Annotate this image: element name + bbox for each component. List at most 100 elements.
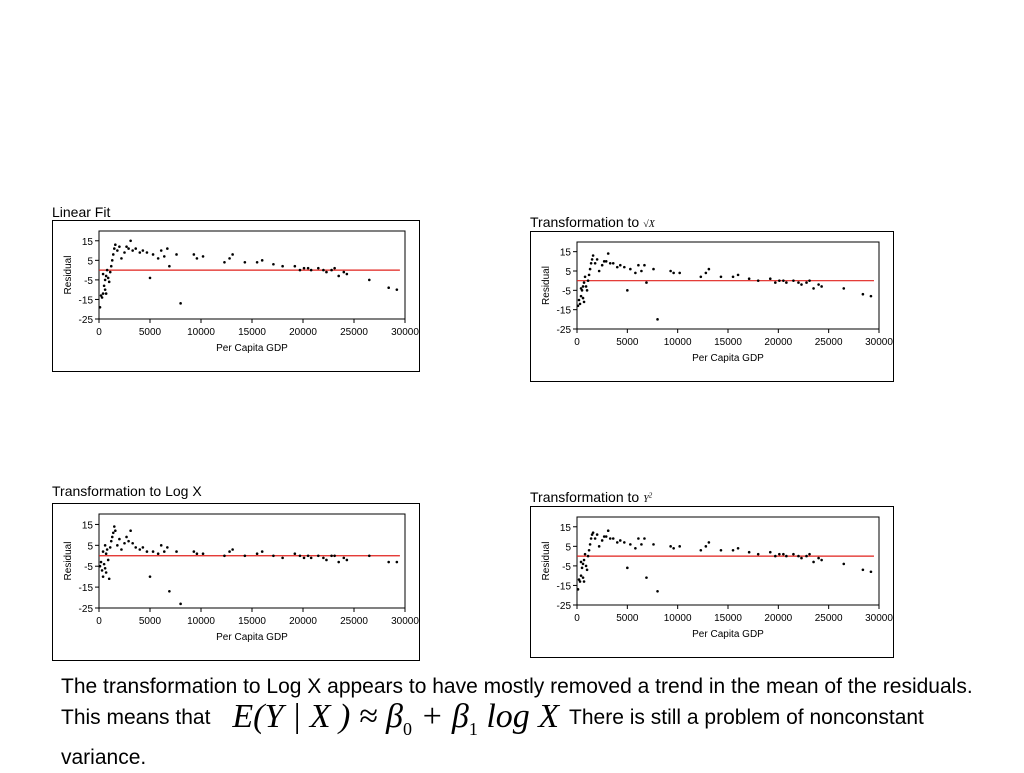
chart-panel-ysquared: Transformation to Y2 15 5 -5 -15 -25 0 5000 1000… [530, 489, 896, 659]
data-point [768, 277, 772, 281]
x-tick-label: 25000 [815, 337, 843, 348]
data-point [98, 305, 102, 309]
data-point [595, 533, 599, 536]
data-point [606, 529, 610, 532]
x-tick-label: 30000 [391, 327, 419, 338]
regression-equation: E(Y | X ) ≈ β0 + β1 log X [232, 698, 560, 739]
data-point [588, 543, 592, 546]
y-tick-label: 5 [87, 541, 93, 552]
data-point [272, 554, 275, 558]
data-point [576, 588, 580, 591]
data-point [325, 558, 328, 562]
x-tick-label: 10000 [664, 337, 692, 348]
x-tick-label: 25000 [815, 613, 843, 624]
data-point [820, 558, 823, 562]
data-point [192, 253, 196, 256]
data-point [145, 251, 149, 254]
data-point [107, 577, 111, 581]
data-point [618, 263, 622, 267]
x-tick-label: 30000 [865, 613, 893, 624]
data-point [678, 545, 681, 548]
data-point [580, 289, 584, 292]
data-point [151, 550, 155, 553]
data-point [109, 264, 113, 268]
data-point [611, 537, 615, 540]
data-point [782, 279, 785, 282]
data-point [395, 288, 399, 291]
data-point [151, 253, 155, 256]
data-point [672, 271, 675, 275]
data-point [127, 539, 130, 543]
data-point [179, 602, 182, 606]
residual-plot: 15 5 -5 -15 -250 5000 10000 15000 20000 25000 3000… [63, 230, 419, 354]
data-point [322, 268, 325, 272]
y-axis-label: Residual [541, 542, 552, 581]
data-point [104, 571, 108, 574]
data-point [298, 268, 302, 272]
data-point [593, 537, 597, 540]
data-point [581, 562, 585, 566]
data-point [131, 541, 134, 545]
data-point [129, 239, 132, 243]
data-point [593, 261, 597, 265]
data-point [99, 294, 103, 297]
plot-area [98, 230, 406, 320]
data-point [652, 543, 655, 546]
data-point [576, 304, 580, 308]
data-point [228, 257, 231, 260]
data-point [111, 253, 115, 256]
data-point [591, 531, 595, 534]
data-point [812, 560, 815, 564]
data-point [109, 539, 113, 543]
data-point [306, 554, 310, 558]
data-point [597, 269, 601, 273]
data-point [330, 268, 333, 272]
data-point [861, 568, 865, 572]
data-point [586, 554, 590, 558]
chart-frame: 15 5 -5 -15 -25 0 5000 10000 15000 20000 25000 3000… [52, 503, 420, 661]
data-point [774, 554, 777, 558]
x-axis-label: Per Capita GDP [216, 343, 288, 354]
data-point [808, 279, 811, 282]
data-point [615, 541, 619, 544]
data-point [168, 264, 171, 268]
x-tick-label: 0 [96, 327, 102, 338]
data-point [582, 580, 586, 583]
data-point [111, 531, 115, 535]
data-point [719, 275, 723, 279]
data-point [104, 552, 108, 555]
data-point [637, 263, 640, 267]
data-point [293, 264, 297, 268]
x-tick-label: 5000 [139, 327, 162, 338]
y-axis-label: Residual [541, 266, 552, 305]
data-point [704, 271, 708, 275]
x-axis-label: Per Capita GDP [692, 353, 764, 364]
data-point [345, 558, 349, 562]
x-tick-label: 30000 [865, 337, 893, 348]
data-point [578, 302, 582, 306]
x-tick-label: 10000 [187, 327, 215, 338]
chart-panel-logx: Transformation to Log X 15 5 -5 -15 -25 0 5000… [52, 483, 422, 663]
title-symbol: Y2 [643, 491, 653, 505]
data-point [231, 548, 234, 551]
x-tick-label: 0 [574, 337, 580, 348]
data-point [640, 269, 643, 273]
data-point [792, 279, 795, 282]
data-point [134, 247, 138, 250]
x-tick-label: 0 [574, 613, 580, 624]
y-tick-label: -15 [557, 306, 572, 317]
data-point [615, 265, 619, 269]
y-tick-label: 5 [87, 256, 93, 267]
data-point [785, 554, 788, 558]
data-point [808, 552, 811, 556]
data-point [125, 245, 128, 248]
data-point [330, 554, 333, 558]
x-tick-label: 20000 [289, 327, 317, 338]
data-point [175, 550, 178, 553]
residual-plot: 15 5 -5 -15 -250 5000 10000 15000 20000 25000 3000… [63, 513, 419, 643]
data-point [129, 529, 132, 533]
data-point [579, 294, 583, 298]
data-point [792, 552, 795, 556]
data-point [583, 275, 587, 279]
data-point [704, 545, 708, 548]
